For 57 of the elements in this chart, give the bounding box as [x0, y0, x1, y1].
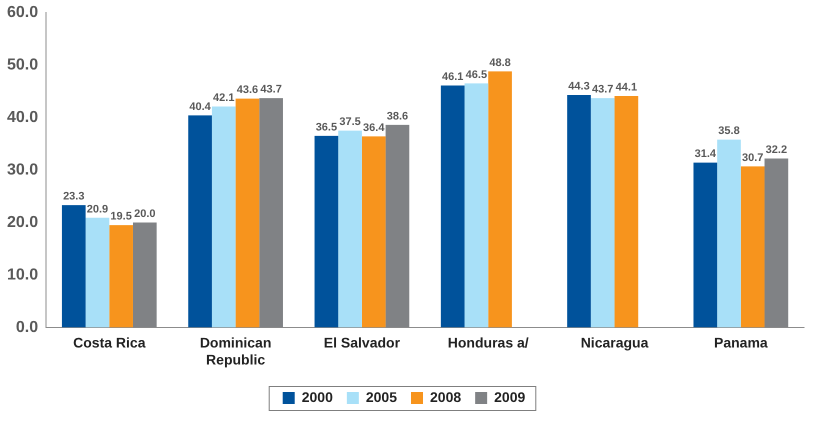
legend-label: 2008: [430, 388, 462, 405]
data-label: 43.7: [592, 84, 614, 96]
bar: [590, 98, 615, 328]
data-label: 44.3: [568, 80, 590, 93]
data-label: 31.4: [694, 148, 717, 160]
bar: [314, 136, 338, 328]
data-label: 46.5: [466, 68, 488, 81]
data-label: 19.5: [110, 210, 132, 223]
data-label: 23.3: [63, 190, 84, 203]
bar: [109, 225, 133, 328]
bar: [567, 94, 591, 328]
bar: [717, 140, 741, 328]
data-label: 20.0: [134, 208, 156, 220]
bar: [188, 115, 212, 328]
y-tick-label: 50.0: [7, 56, 38, 74]
x-tick-label: Costa Rica: [73, 334, 146, 351]
data-label: 43.6: [236, 84, 258, 96]
bar: [488, 71, 512, 328]
data-label: 36.5: [316, 121, 338, 134]
bar: [236, 98, 260, 328]
bar: [440, 86, 465, 328]
bar: [362, 136, 386, 328]
bar: [693, 162, 718, 328]
bar: [740, 166, 765, 328]
data-label: 30.7: [742, 152, 764, 164]
bar: [86, 218, 110, 328]
legend-label: 2009: [494, 388, 526, 405]
data-label: 37.5: [339, 116, 361, 128]
y-tick-label: 10.0: [7, 266, 38, 284]
data-label: 42.1: [213, 92, 234, 104]
data-label: 20.9: [86, 203, 108, 216]
data-label: 38.6: [386, 110, 408, 122]
data-label: 32.2: [766, 144, 788, 156]
x-tick-label: Panama: [714, 334, 768, 351]
y-tick-label: 0.0: [16, 318, 38, 336]
legend-label: 2005: [366, 388, 398, 405]
y-tick-label: 30.0: [7, 161, 38, 178]
legend-label: 2000: [302, 388, 334, 405]
bar: [614, 96, 638, 328]
y-tick-label: 60.0: [7, 4, 38, 22]
x-tick-label: Honduras a/: [448, 334, 529, 351]
x-tick-label: El Salvador: [324, 334, 401, 351]
data-label: 44.1: [616, 82, 638, 94]
bar: [62, 205, 86, 328]
x-tick-label: Nicaragua: [580, 334, 649, 351]
data-label: 36.4: [363, 122, 386, 134]
bar: [338, 130, 362, 328]
y-tick-label: 40.0: [7, 108, 38, 126]
data-label: 40.4: [189, 100, 212, 113]
bar: [464, 83, 488, 328]
y-tick-label: 20.0: [7, 214, 38, 231]
data-label: 48.8: [489, 56, 511, 69]
data-label: 35.8: [718, 125, 740, 138]
data-label: 46.1: [442, 71, 464, 84]
x-tick-label: Dominican Republic: [200, 334, 272, 368]
bar: [212, 106, 236, 328]
data-label: 43.7: [260, 84, 282, 96]
